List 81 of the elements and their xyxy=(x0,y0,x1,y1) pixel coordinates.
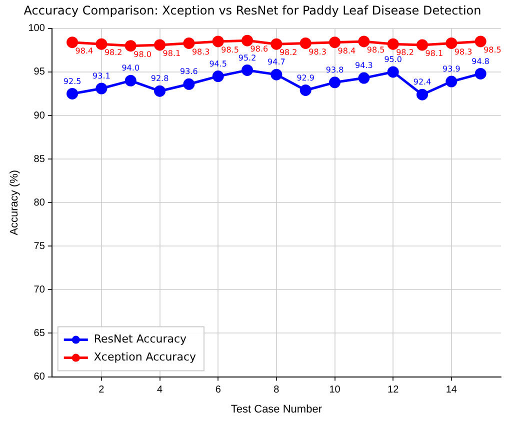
data-label: 92.5 xyxy=(63,76,82,86)
point xyxy=(124,74,136,86)
point xyxy=(212,36,224,48)
data-label: 92.4 xyxy=(413,78,432,87)
x-tick-label: 2 xyxy=(98,384,105,396)
x-tick-label: 8 xyxy=(274,384,280,396)
y-tick-label: 100 xyxy=(28,23,46,34)
data-label: 98.5 xyxy=(484,46,502,55)
data-label: 94.7 xyxy=(268,58,286,67)
data-label: 98.3 xyxy=(308,47,326,56)
data-label: 93.1 xyxy=(92,72,110,81)
point xyxy=(329,76,341,88)
data-label: 98.1 xyxy=(425,49,444,58)
y-tick-label: 65 xyxy=(34,328,46,339)
data-label: 98.4 xyxy=(75,46,94,56)
x-tick-label: 12 xyxy=(388,384,400,396)
data-label: 98.6 xyxy=(250,44,268,54)
point xyxy=(300,37,312,49)
data-label: 98.5 xyxy=(366,46,385,55)
data-label: 98.3 xyxy=(192,47,210,56)
x-axis-title: Test Case Number xyxy=(230,403,322,416)
point xyxy=(387,66,399,78)
data-label: 93.9 xyxy=(442,64,460,74)
y-tick-label: 60 xyxy=(34,372,46,383)
point xyxy=(446,76,458,88)
point xyxy=(242,64,254,76)
y-tick-label: 95 xyxy=(34,66,46,78)
point xyxy=(329,36,341,48)
data-label: 94.8 xyxy=(472,56,490,66)
data-label: 95.2 xyxy=(238,53,256,62)
legend-label: ResNet Accuracy xyxy=(94,332,188,346)
data-label: 95.0 xyxy=(384,55,402,64)
y-axis-title: Accuracy (%) xyxy=(8,170,21,236)
data-label: 98.2 xyxy=(279,48,298,58)
x-tick-label: 10 xyxy=(329,384,341,396)
data-label: 94.3 xyxy=(355,61,373,70)
data-label: 92.8 xyxy=(150,74,169,84)
point xyxy=(416,88,428,100)
data-label: 98.4 xyxy=(338,46,356,56)
point xyxy=(270,68,282,80)
point xyxy=(358,36,370,48)
y-tick-label: 70 xyxy=(34,284,46,296)
point xyxy=(154,39,166,51)
legend-label: Xception Accuracy xyxy=(94,350,196,364)
data-label: 98.1 xyxy=(162,49,181,58)
data-label: 98.3 xyxy=(454,47,472,56)
point xyxy=(416,39,428,51)
data-label: 94.0 xyxy=(122,64,140,73)
point xyxy=(154,85,166,97)
point xyxy=(96,38,108,50)
point xyxy=(358,72,370,84)
point xyxy=(66,36,78,48)
data-label: 98.2 xyxy=(396,48,414,58)
point xyxy=(270,38,282,50)
y-tick-label: 75 xyxy=(34,240,46,252)
point xyxy=(66,88,78,100)
point xyxy=(183,37,195,49)
data-label: 98.2 xyxy=(104,48,122,58)
point xyxy=(387,38,399,50)
chart-title: Accuracy Comparison: Xception vs ResNet for Paddy Leaf Disease Detection xyxy=(24,3,482,18)
point xyxy=(124,40,136,52)
point xyxy=(446,37,458,49)
data-label: 98.0 xyxy=(134,50,152,59)
x-tick-label: 6 xyxy=(215,384,222,396)
point xyxy=(242,34,254,46)
x-tick-label: 14 xyxy=(446,384,458,396)
point xyxy=(96,82,108,94)
y-tick-label: 90 xyxy=(34,110,46,122)
point xyxy=(474,36,486,48)
y-tick-label: 85 xyxy=(34,154,46,165)
point xyxy=(212,70,224,82)
data-label: 93.6 xyxy=(180,67,198,76)
data-label: 98.5 xyxy=(221,46,239,55)
point xyxy=(300,84,312,96)
x-tick-label: 4 xyxy=(157,384,164,396)
data-label: 94.5 xyxy=(209,59,228,68)
data-label: 93.8 xyxy=(326,65,344,74)
data-label: 92.9 xyxy=(296,73,315,82)
point xyxy=(474,68,486,80)
point xyxy=(183,78,195,90)
y-tick-label: 80 xyxy=(34,197,46,208)
